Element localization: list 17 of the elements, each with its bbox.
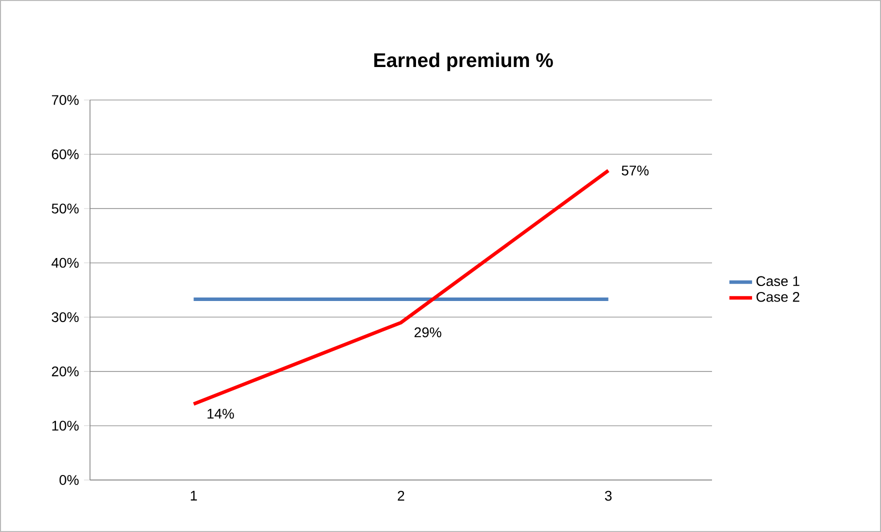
y-tick-label: 0%	[60, 475, 79, 485]
y-tick-label: 50%	[52, 204, 79, 214]
y-tick-label: 30%	[52, 312, 79, 322]
y-tick-label: 40%	[52, 258, 79, 268]
y-tick-label: 60%	[52, 149, 79, 160]
data-label: 57%	[622, 166, 649, 176]
x-tick-label: 3	[604, 490, 612, 501]
data-label: 14%	[208, 408, 234, 419]
chart-title: Earned premium %	[374, 52, 553, 72]
legend-label: Case 1	[756, 276, 800, 286]
legend-label: Case 2	[756, 292, 800, 302]
y-tick-label: 70%	[52, 95, 79, 105]
data-label: 29%	[414, 327, 442, 338]
x-tick-label: 2	[398, 490, 404, 501]
y-tick-label: 20%	[52, 366, 79, 376]
x-tick-label: 1	[190, 490, 197, 500]
y-tick-label: 10%	[52, 420, 79, 431]
